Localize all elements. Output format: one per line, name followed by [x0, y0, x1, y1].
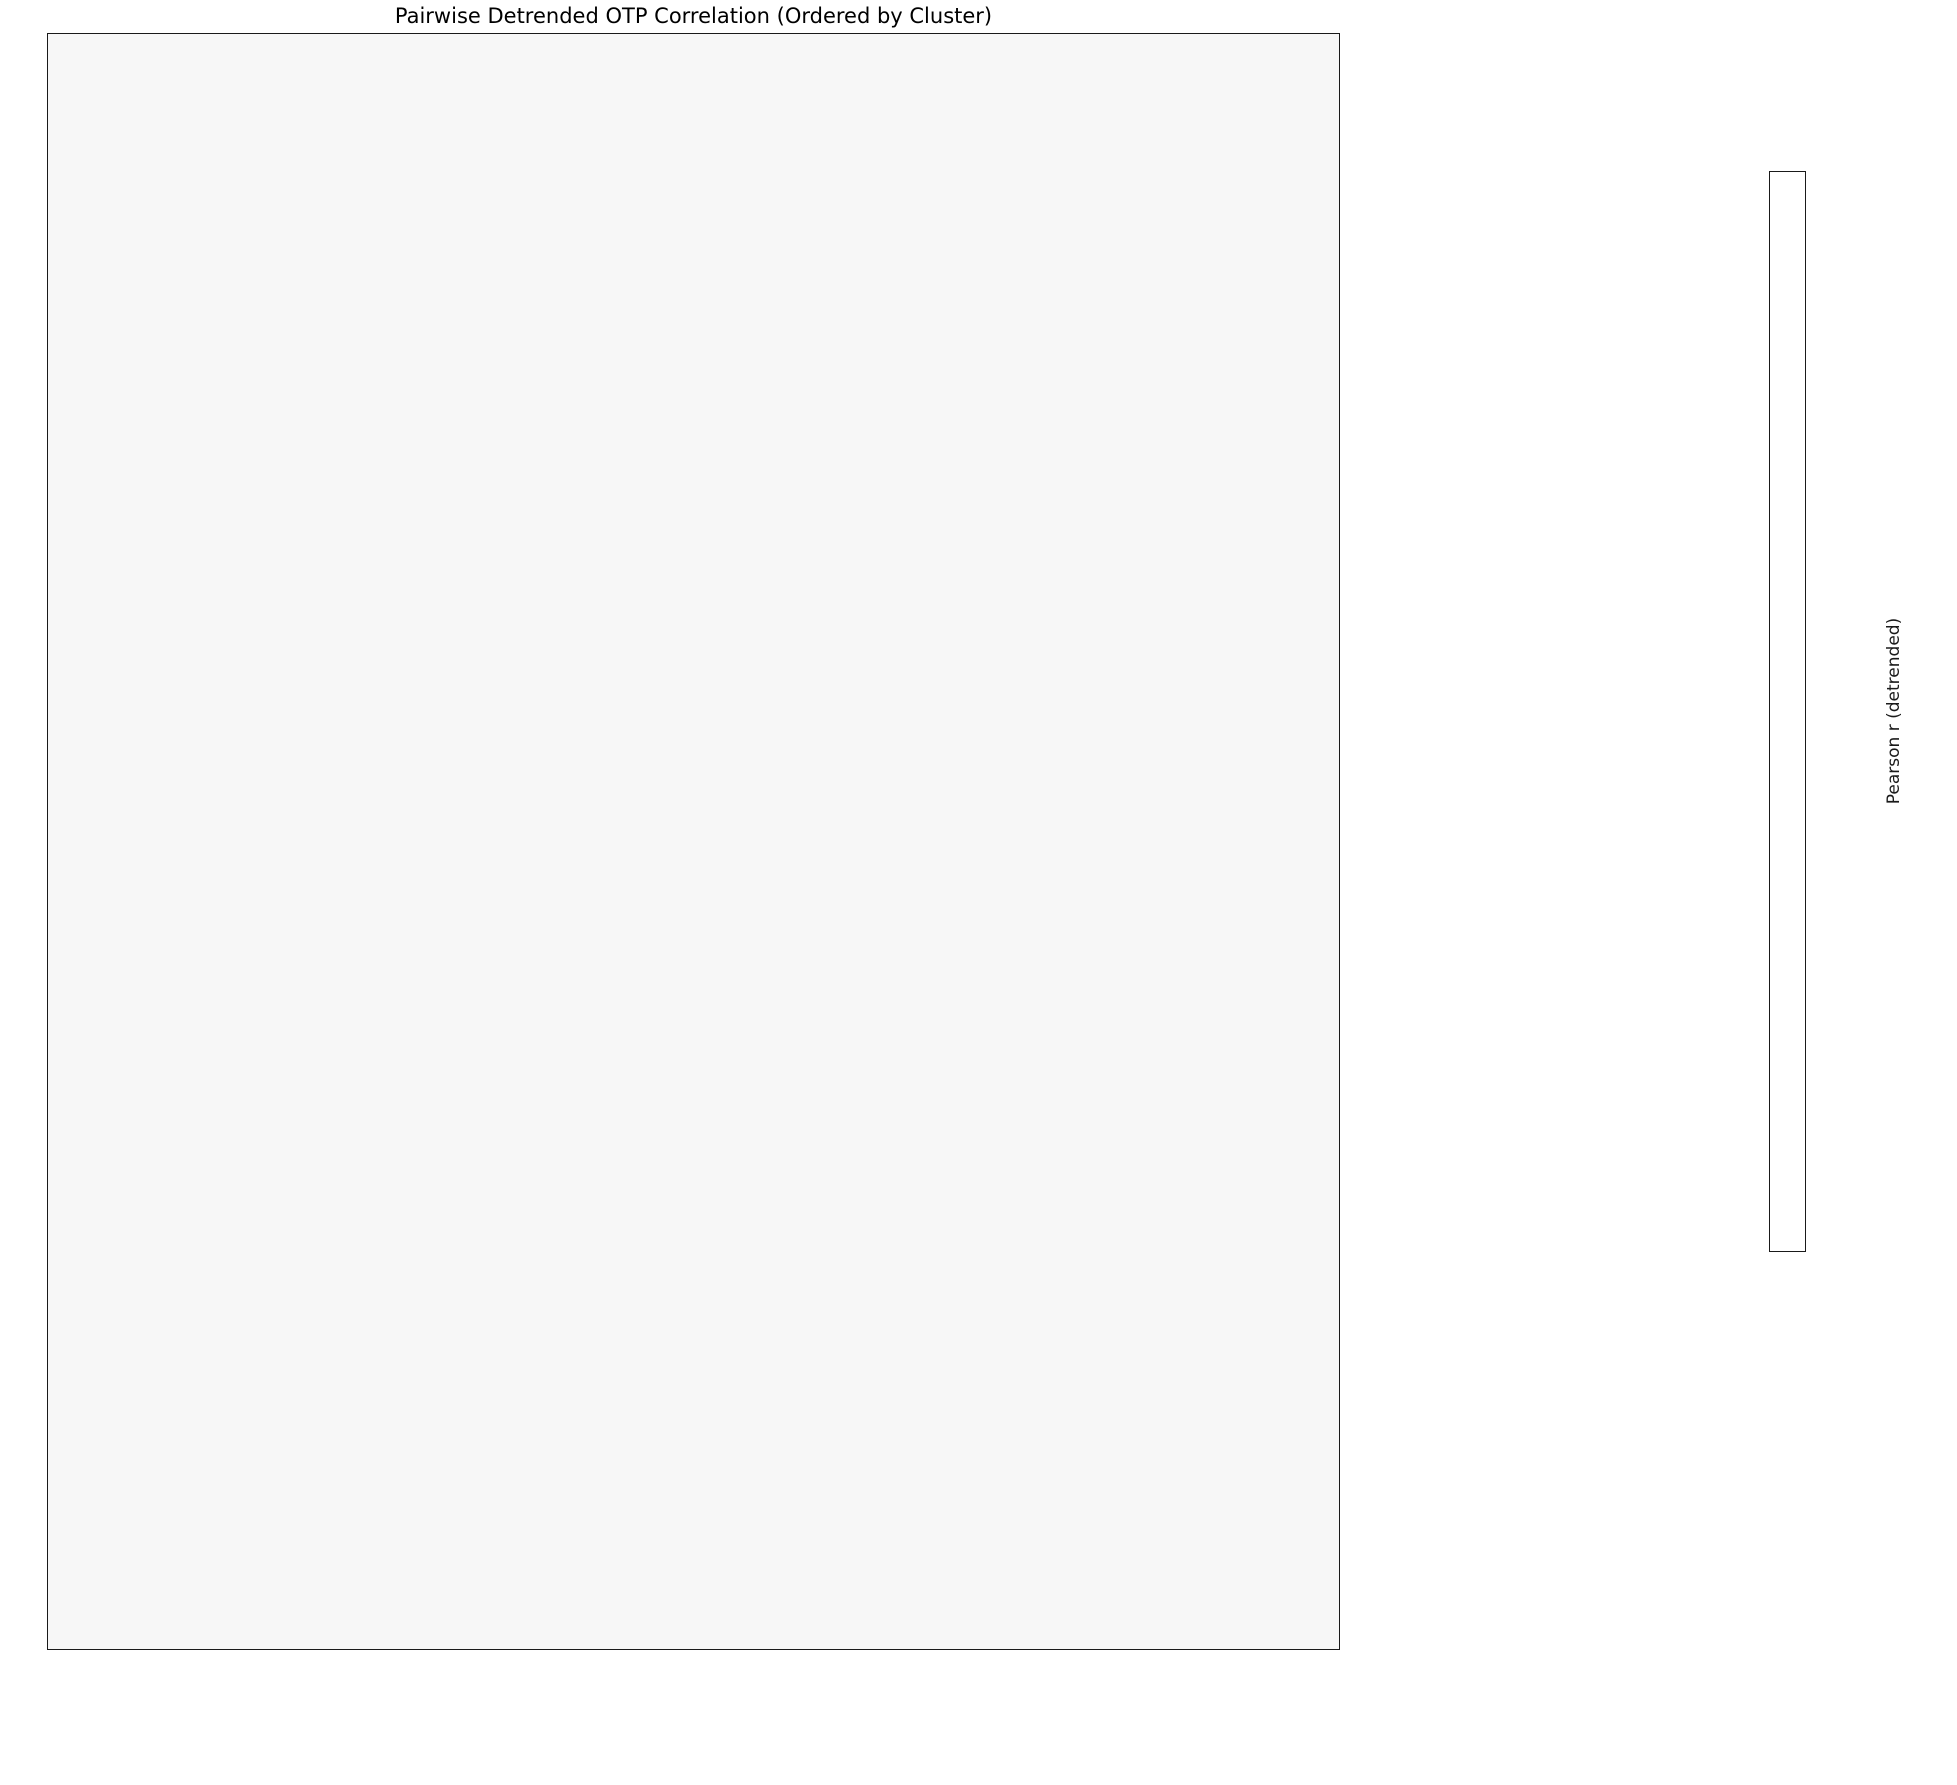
page-title: Pairwise Detrended OTP Correlation (Orde… — [394, 4, 993, 28]
colorbar-gradient — [1770, 172, 1805, 1251]
correlation-heatmap[interactable] — [47, 33, 1340, 1650]
heatmap-cells — [48, 34, 1339, 1649]
colorbar-axis-label: Pearson r (detrended) — [1884, 617, 1904, 805]
colorbar[interactable] — [1769, 171, 1806, 1252]
